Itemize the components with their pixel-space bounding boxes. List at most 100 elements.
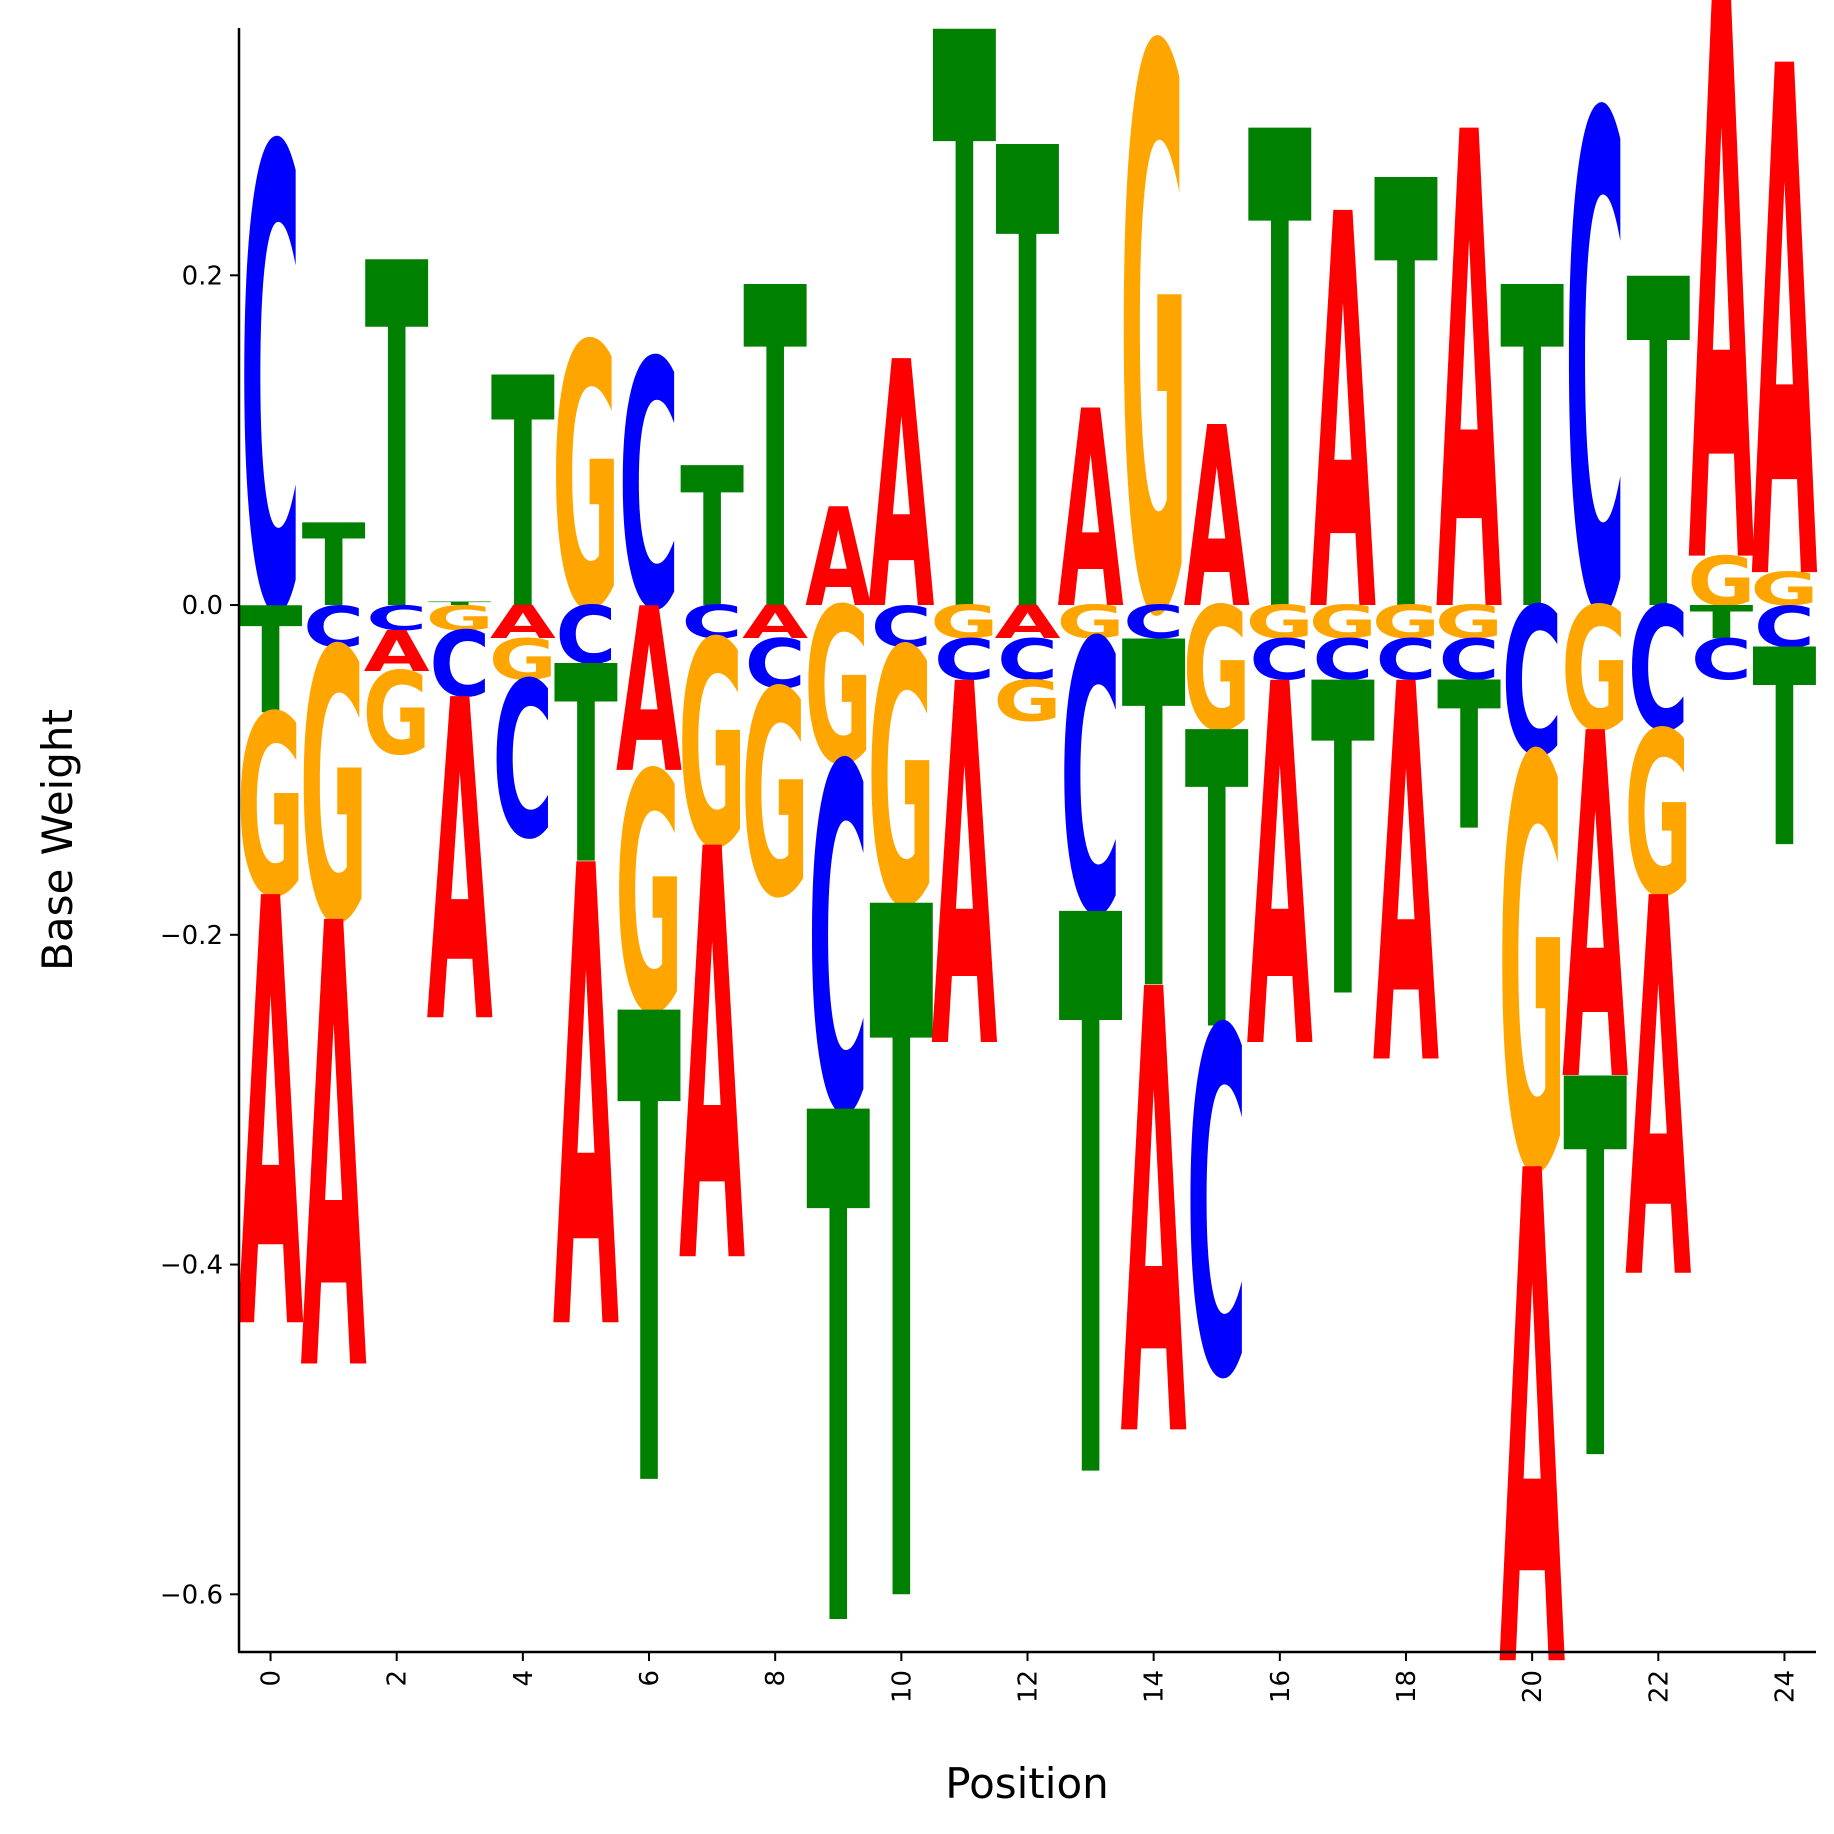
logo-letter-G-pos-7: G	[678, 584, 746, 912]
logo-letter-G-pos-4: G	[489, 627, 557, 693]
logo-letter-C-pos-10: C	[871, 594, 932, 660]
logo-letter-A-pos-3: A	[427, 609, 494, 1121]
logo-letter-A-pos-1: A	[301, 798, 368, 1508]
logo-letter-G-pos-11: G	[930, 596, 998, 649]
logo-letter-C-pos-11: C	[934, 627, 995, 693]
logo-letter-A-pos-13: A	[1058, 356, 1124, 670]
logo-letter-T-pos-11: T	[932, 0, 996, 792]
logo-letter-A-pos-8: A	[742, 597, 808, 649]
logo-letter-G-pos-18: G	[1372, 596, 1440, 649]
logo-letter-T-pos-24: T	[1753, 593, 1817, 908]
logo-letter-C-pos-16: C	[1249, 627, 1310, 693]
logo-letter-A-pos-16: A	[1247, 582, 1314, 1160]
y-tick-label: −0.2	[160, 921, 223, 951]
logo-letter-A-pos-20: A	[1499, 1032, 1566, 1821]
y-tick-label: −0.6	[160, 1580, 223, 1610]
logo-letter-C-pos-7: C	[682, 596, 743, 649]
logo-letter-T-pos-13: T	[1059, 759, 1123, 1653]
logo-letter-C-pos-5: C	[556, 591, 617, 683]
logo-letter-T-pos-15: T	[1185, 648, 1249, 1122]
x-tick-label: 8	[761, 1670, 791, 1687]
logo-letter-G-pos-20: G	[1498, 642, 1566, 1300]
logo-letter-T-pos-1: T	[302, 502, 366, 633]
logo-letter-T-pos-2: T	[365, 165, 429, 717]
logo-letter-G-pos-14: G	[1120, 0, 1188, 786]
logo-letter-A-pos-21: A	[1562, 637, 1629, 1188]
logo-letter-G-pos-19: G	[1435, 596, 1503, 649]
logo-letter-G-pos-23: G	[1687, 542, 1755, 621]
logo-letter-G-pos-3: G	[426, 598, 494, 638]
logo-letter-G-pos-16: G	[1246, 596, 1314, 649]
logo-letter-C-pos-13: C	[1060, 564, 1121, 999]
logo-letter-G-pos-15: G	[1183, 572, 1251, 769]
logo-letter-T-pos-14: T	[1122, 544, 1186, 1096]
x-tick-label: 10	[887, 1670, 917, 1703]
logo-letter-T-pos-23: T	[1689, 597, 1753, 649]
logo-letter-C-pos-17: C	[1312, 627, 1373, 693]
logo-letter-A-pos-17: A	[1310, 102, 1377, 733]
logo-letter-T-pos-17: T	[1311, 596, 1375, 1095]
logo-letter-C-pos-6: C	[619, 292, 680, 686]
logo-letter-C-pos-15: C	[1186, 933, 1247, 1485]
logo-letter-T-pos-0: T	[239, 577, 303, 748]
x-tick-label: 18	[1392, 1670, 1422, 1703]
logo-letter-G-pos-10: G	[867, 577, 935, 984]
logo-letter-G-pos-1: G	[300, 572, 368, 1007]
logo-letter-A-pos-18: A	[1373, 576, 1440, 1182]
logo-letter-G-pos-0: G	[237, 663, 305, 953]
logo-letter-A-pos-24: A	[1751, 0, 1818, 738]
logo-letter-C-pos-0: C	[240, 19, 301, 755]
x-tick-label: 6	[635, 1670, 665, 1687]
logo-letter-C-pos-3: C	[429, 613, 490, 717]
logo-letter-C-pos-18: C	[1376, 627, 1437, 693]
x-tick-label: 22	[1644, 1670, 1674, 1703]
logo-letter-G-pos-6: G	[615, 706, 683, 1087]
x-tick-label: 20	[1518, 1670, 1548, 1703]
x-tick-label: 12	[1014, 1670, 1044, 1703]
logo-letter-A-pos-19: A	[1436, 0, 1503, 761]
logo-letter-T-pos-7: T	[680, 427, 744, 651]
logo-letter-A-pos-22: A	[1625, 790, 1692, 1396]
logo-letter-A-pos-10: A	[868, 292, 934, 686]
logo-letter-G-pos-17: G	[1309, 596, 1377, 649]
x-tick-label: 4	[509, 1670, 539, 1687]
x-axis-title: Position	[945, 1759, 1109, 1808]
x-tick-label: 24	[1770, 1670, 1800, 1703]
logo-letter-C-pos-22: C	[1628, 572, 1689, 769]
logo-letter-G-pos-9: G	[804, 564, 872, 813]
logo-letter-T-pos-9: T	[806, 969, 870, 1785]
logo-letter-C-pos-20: C	[1502, 565, 1563, 802]
x-tick-label: 0	[257, 1670, 287, 1687]
logo-letter-C-pos-12: C	[997, 627, 1058, 693]
logo-letter-A-pos-12: A	[994, 597, 1060, 649]
logo-letter-A-pos-14: A	[1121, 864, 1188, 1574]
logo-letter-C-pos-23: C	[1691, 627, 1752, 693]
logo-letter-T-pos-22: T	[1626, 185, 1690, 711]
logo-letter-T-pos-6: T	[617, 883, 681, 1632]
logo-letter-C-pos-19: C	[1439, 627, 1500, 693]
logo-letter-G-pos-22: G	[1624, 685, 1692, 948]
logo-letter-T-pos-4: T	[491, 312, 555, 679]
logo-letter-T-pos-18: T	[1374, 62, 1438, 745]
logo-letter-A-pos-4: A	[490, 597, 556, 649]
logo-letter-T-pos-5: T	[554, 609, 618, 924]
logo-letter-C-pos-24: C	[1754, 594, 1815, 660]
logo-letter-A-pos-11: A	[931, 582, 998, 1160]
x-tick-label: 16	[1266, 1670, 1296, 1703]
logo-letter-T-pos-8: T	[743, 197, 807, 710]
logo-letter-A-pos-2: A	[364, 620, 430, 686]
logo-letter-A-pos-23: A	[1688, 0, 1755, 737]
logo-letter-G-pos-8: G	[741, 633, 809, 961]
logo-letter-C-pos-14: C	[1123, 596, 1184, 649]
logo-letter-C-pos-8: C	[745, 625, 806, 704]
logo-letter-T-pos-20: T	[1500, 197, 1564, 710]
logo-letter-T-pos-19: T	[1437, 640, 1501, 876]
logo-letter-A-pos-9: A	[805, 479, 871, 637]
logo-letter-G-pos-21: G	[1561, 572, 1629, 769]
logo-letter-G-pos-5: G	[552, 270, 620, 690]
logo-letter-A-pos-6: A	[616, 562, 682, 824]
logo-letter-C-pos-2: C	[366, 598, 427, 638]
y-axis-title: Base Weight	[33, 709, 82, 971]
y-tick-label: 0.0	[182, 591, 223, 621]
